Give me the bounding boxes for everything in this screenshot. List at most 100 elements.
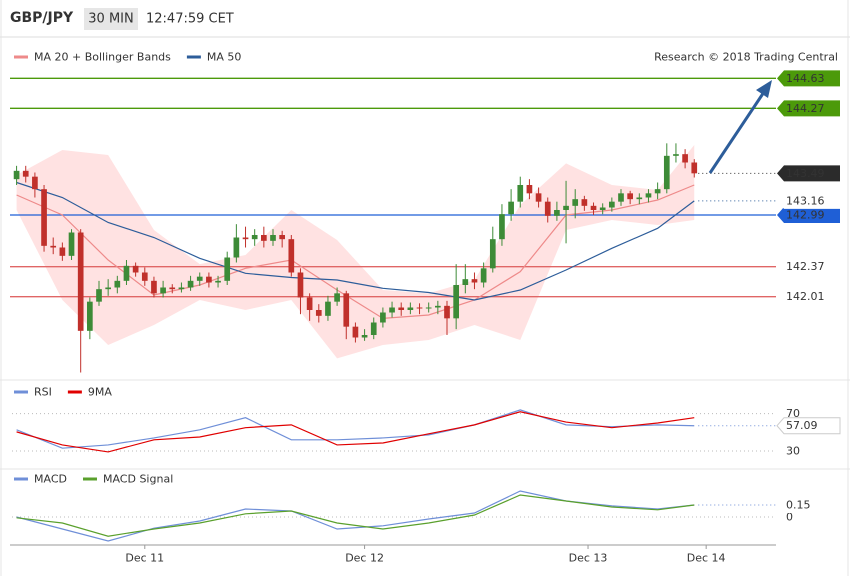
legend-label: MA 20 + Bollinger Bands	[34, 51, 171, 64]
candle-body	[517, 185, 524, 202]
candle-body	[407, 307, 414, 310]
candle-body	[389, 307, 395, 313]
time: 12:47:59 CET	[146, 12, 234, 27]
candle-body	[590, 205, 597, 210]
candle-body	[499, 214, 505, 240]
candle-body	[435, 305, 441, 308]
candle-body	[325, 301, 331, 316]
legend-label: RSI	[34, 386, 52, 399]
candle-body	[563, 205, 569, 210]
candle-body	[444, 305, 450, 319]
candle-body	[215, 280, 221, 283]
candle-body	[132, 265, 139, 273]
candle-body	[141, 272, 148, 281]
candle-body	[151, 280, 157, 294]
candle-body	[663, 155, 670, 190]
price-tag	[777, 288, 840, 305]
forecast-arrowhead	[756, 80, 772, 98]
legend-label: 9MA	[88, 386, 112, 399]
bollinger-band	[16, 145, 695, 359]
candle-body	[32, 176, 38, 190]
price-tag-label: 142.99	[786, 209, 825, 222]
x-tick-label: Dec 14	[687, 552, 726, 565]
candle-body	[178, 287, 185, 290]
y-tick-label: 30	[786, 445, 800, 458]
candle-body	[453, 285, 459, 319]
x-tick-label: Dec 12	[345, 552, 384, 565]
series-line	[16, 494, 695, 537]
price-tag	[777, 192, 840, 209]
interval: 30 MIN	[88, 12, 133, 27]
candle-body	[554, 210, 560, 216]
candle-body	[68, 232, 75, 256]
series-line	[16, 184, 695, 319]
candle-body	[196, 276, 203, 281]
candle-body	[261, 235, 267, 241]
legend-label: MACD Signal	[103, 473, 173, 486]
candle-body	[618, 193, 624, 202]
candle-body	[41, 189, 47, 246]
candle-body	[682, 154, 688, 163]
price-tag-label: 142.01	[786, 290, 825, 303]
legend-label: MA 50	[207, 51, 242, 64]
candle-body	[22, 170, 29, 177]
candle-body	[609, 201, 615, 208]
x-tick-label: Dec 13	[569, 552, 608, 565]
candle-body	[306, 297, 313, 310]
candle-body	[334, 293, 340, 302]
legend-label: MACD	[34, 473, 67, 486]
price-tag	[777, 497, 840, 513]
candle-body	[673, 154, 679, 156]
candle-body	[169, 287, 176, 290]
candle-body	[691, 162, 698, 174]
price-tag-label: 144.63	[786, 72, 825, 85]
candle-body	[160, 287, 166, 294]
candle-body	[471, 279, 478, 283]
candle-body	[233, 237, 240, 258]
candle-body	[398, 307, 405, 310]
interval-box	[84, 8, 138, 30]
price-tag	[777, 165, 840, 182]
candle-body	[13, 170, 20, 180]
candle-body	[105, 287, 111, 290]
candle-body	[288, 239, 295, 273]
candle-body	[251, 235, 258, 240]
candle-body	[96, 289, 102, 302]
candle-body	[636, 197, 643, 200]
candle-body	[480, 268, 487, 283]
price-tag	[777, 70, 840, 87]
candle-body	[270, 235, 276, 241]
candle-body	[599, 207, 606, 210]
candle-body	[114, 280, 121, 288]
candle-body	[425, 307, 432, 309]
symbol: GBP/JPY	[10, 10, 74, 26]
candle-body	[315, 310, 322, 316]
price-tag	[776, 417, 841, 435]
candle-body	[526, 185, 533, 194]
candle-body	[297, 272, 304, 298]
candle-body	[50, 245, 57, 248]
price-tag-label: 144.27	[786, 102, 825, 115]
candle-body	[370, 322, 377, 335]
candle-body	[224, 257, 231, 281]
price-tag-label: 143.49	[786, 167, 825, 180]
price-tag-label: 0.15	[786, 499, 811, 512]
candle-body	[581, 199, 588, 206]
price-tag	[777, 258, 840, 275]
series-line	[16, 411, 695, 453]
price-tag	[777, 207, 840, 223]
candle-body	[535, 193, 542, 202]
candle-body	[361, 335, 368, 338]
candle-body	[123, 265, 130, 281]
candle-body	[206, 276, 212, 283]
candle-body	[87, 301, 93, 331]
source: Research © 2018 Trading Central	[654, 51, 838, 64]
price-tag-label: 143.16	[786, 194, 825, 207]
series-line	[16, 409, 695, 449]
candle-body	[416, 307, 423, 309]
price-tag-label: 142.37	[786, 260, 825, 273]
candle-body	[645, 193, 652, 198]
plot-layer: 144.63 144.27 142.99 142.37 142.01 143.49 Rese…	[10, 51, 841, 565]
candle-body	[279, 235, 285, 240]
